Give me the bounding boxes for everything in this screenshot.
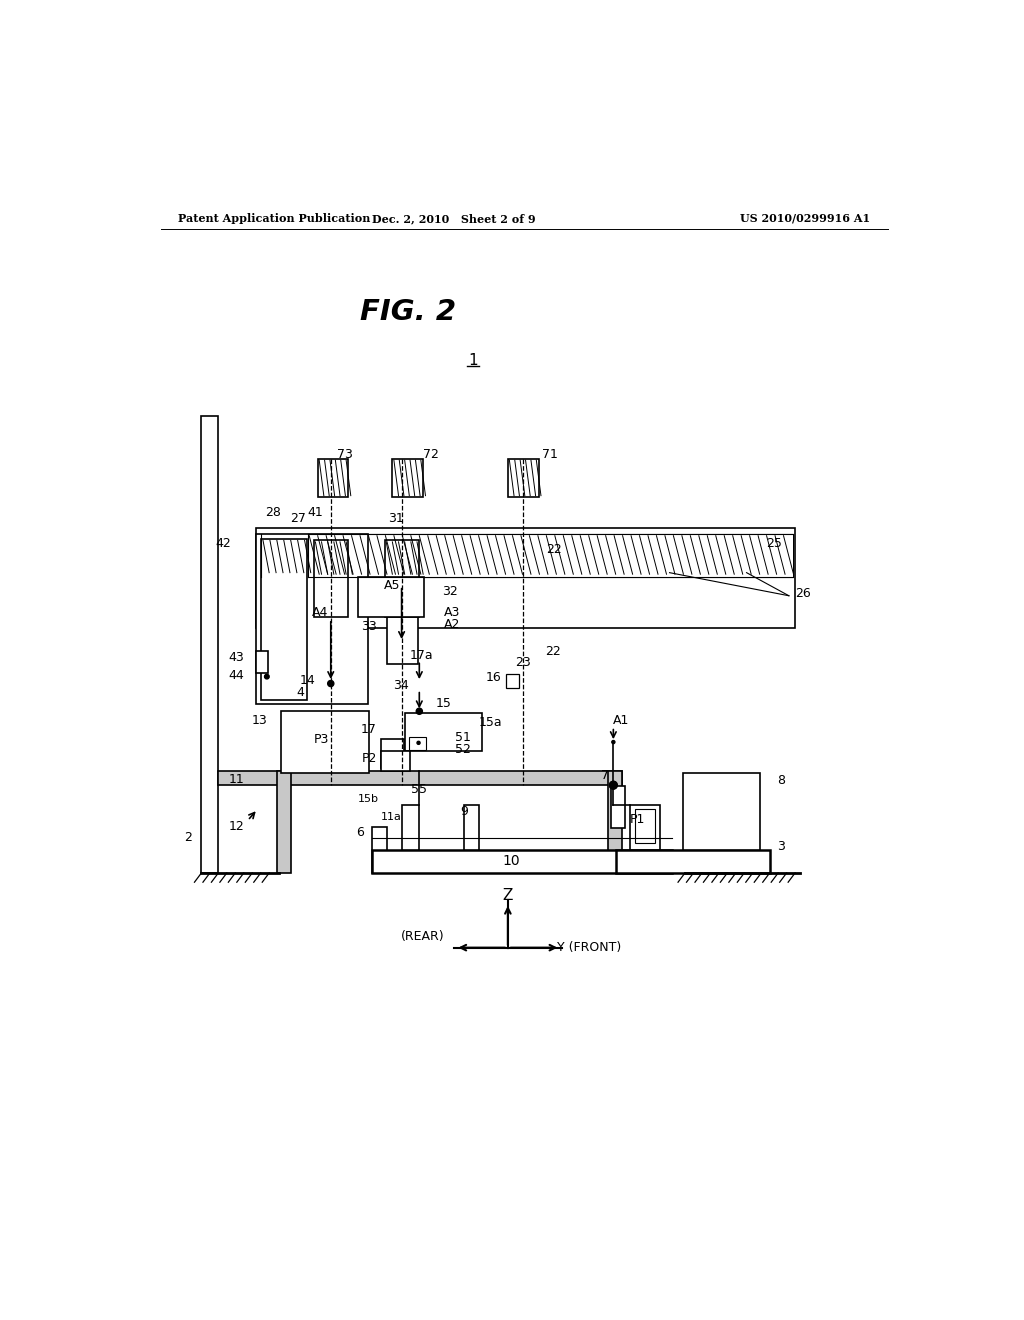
Text: 26: 26 — [795, 587, 811, 601]
Bar — [683, 774, 761, 850]
Circle shape — [417, 742, 420, 744]
Text: 43: 43 — [228, 651, 245, 664]
Text: 22: 22 — [546, 543, 562, 556]
Text: 31: 31 — [388, 512, 404, 525]
Text: Y (FRONT): Y (FRONT) — [557, 941, 621, 954]
Text: 15b: 15b — [357, 795, 379, 804]
Bar — [464, 805, 479, 850]
Text: Patent Application Publication: Patent Application Publication — [178, 213, 371, 224]
Text: A4: A4 — [311, 606, 328, 619]
Text: 25: 25 — [766, 537, 781, 550]
Text: A1: A1 — [612, 714, 629, 727]
Text: 7: 7 — [601, 770, 609, 783]
Text: 17a: 17a — [410, 648, 433, 661]
Text: A3: A3 — [444, 606, 461, 619]
Bar — [281, 711, 370, 774]
Circle shape — [609, 781, 617, 789]
Circle shape — [609, 781, 617, 789]
Bar — [630, 805, 660, 850]
Bar — [506, 675, 519, 688]
Bar — [256, 528, 795, 628]
Text: 17: 17 — [361, 723, 377, 737]
Text: 51: 51 — [456, 731, 471, 744]
Text: 6: 6 — [356, 825, 364, 838]
Bar — [381, 739, 403, 768]
Text: 42: 42 — [215, 537, 230, 550]
Text: 10: 10 — [503, 854, 520, 867]
Text: 15a: 15a — [479, 717, 503, 730]
Text: 22: 22 — [545, 644, 560, 657]
Text: 3: 3 — [777, 840, 785, 853]
Bar — [358, 577, 424, 618]
Text: 12: 12 — [228, 820, 245, 833]
Bar — [404, 713, 481, 751]
Text: P2: P2 — [361, 752, 377, 766]
Text: 8: 8 — [777, 774, 785, 787]
Bar — [256, 651, 267, 673]
Text: 72: 72 — [423, 449, 439, 462]
Text: (REAR): (REAR) — [401, 931, 444, 944]
Bar — [385, 540, 419, 618]
Text: 44: 44 — [228, 669, 245, 682]
Text: 27: 27 — [290, 512, 306, 525]
Text: 2: 2 — [184, 832, 193, 843]
Circle shape — [611, 741, 614, 743]
Bar — [372, 826, 387, 873]
Text: 9: 9 — [460, 805, 468, 818]
Text: P3: P3 — [313, 733, 329, 746]
Text: 41: 41 — [307, 506, 324, 519]
Circle shape — [416, 708, 422, 714]
Text: 33: 33 — [361, 620, 377, 634]
Text: 15: 15 — [436, 697, 452, 710]
Bar — [615, 850, 770, 873]
Bar — [392, 459, 423, 498]
Text: 4: 4 — [296, 685, 304, 698]
Bar — [372, 850, 672, 873]
Text: 34: 34 — [393, 678, 410, 692]
Text: A2: A2 — [444, 618, 461, 631]
Text: 71: 71 — [543, 449, 558, 462]
Text: 1: 1 — [468, 354, 478, 368]
Bar — [307, 535, 793, 577]
Bar — [307, 535, 793, 577]
Text: 52: 52 — [456, 743, 471, 756]
Bar — [402, 805, 419, 850]
Bar — [410, 738, 426, 750]
Text: 13: 13 — [252, 714, 267, 727]
Text: 28: 28 — [265, 506, 282, 519]
Bar — [611, 785, 625, 829]
Text: Z: Z — [503, 888, 513, 903]
Bar — [276, 771, 291, 873]
Text: 16: 16 — [486, 671, 502, 684]
Bar — [256, 535, 368, 704]
Bar — [508, 459, 539, 498]
Text: 11: 11 — [228, 772, 245, 785]
Bar — [387, 618, 418, 664]
Text: 14: 14 — [300, 675, 315, 686]
Circle shape — [264, 675, 269, 678]
Bar — [635, 809, 655, 843]
Text: 55: 55 — [412, 783, 427, 796]
Text: 32: 32 — [442, 585, 458, 598]
Text: A5: A5 — [384, 579, 400, 593]
Circle shape — [328, 681, 334, 686]
Text: Dec. 2, 2010   Sheet 2 of 9: Dec. 2, 2010 Sheet 2 of 9 — [372, 213, 536, 224]
Bar — [313, 540, 348, 618]
Text: 11a: 11a — [381, 812, 401, 822]
Text: US 2010/0299916 A1: US 2010/0299916 A1 — [739, 213, 869, 224]
Bar — [317, 459, 348, 498]
Text: 73: 73 — [337, 449, 352, 462]
Text: 23: 23 — [515, 656, 531, 669]
Bar — [202, 416, 218, 873]
Text: FIG. 2: FIG. 2 — [359, 298, 456, 326]
Bar — [217, 771, 622, 785]
Text: P1: P1 — [630, 813, 645, 825]
Bar — [261, 539, 307, 701]
Bar — [608, 771, 622, 873]
Bar — [381, 751, 410, 771]
